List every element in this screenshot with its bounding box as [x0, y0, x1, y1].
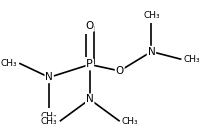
Text: P: P — [86, 59, 93, 70]
Text: CH₃: CH₃ — [122, 117, 139, 126]
Text: CH₃: CH₃ — [143, 11, 160, 20]
Text: CH₃: CH₃ — [0, 59, 17, 68]
Text: N: N — [148, 47, 155, 57]
Text: N: N — [86, 94, 94, 104]
Text: O: O — [116, 66, 124, 76]
Text: CH₃: CH₃ — [184, 55, 200, 64]
Text: CH₃: CH₃ — [41, 112, 58, 121]
Text: O: O — [86, 21, 94, 31]
Text: N: N — [45, 72, 53, 82]
Text: CH₃: CH₃ — [41, 117, 58, 126]
